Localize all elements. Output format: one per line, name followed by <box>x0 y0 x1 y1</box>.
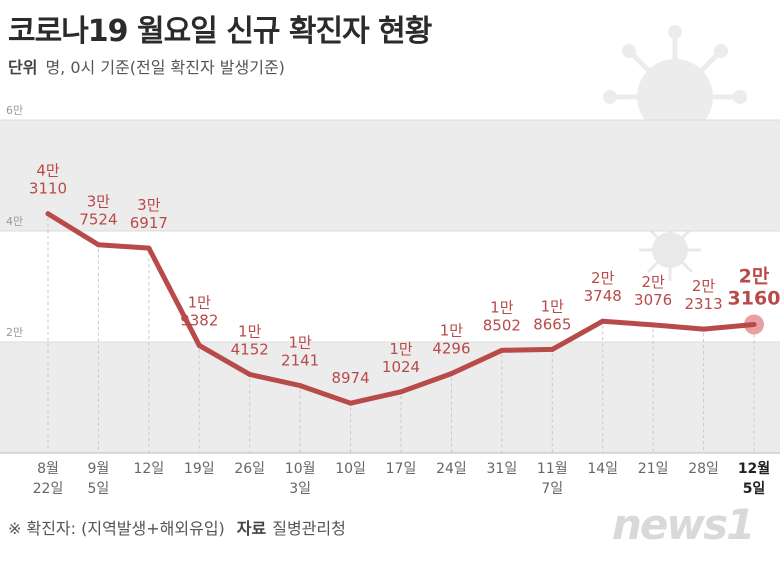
x-tick-label: 10일 <box>335 461 366 477</box>
data-label-value: 3076 <box>634 291 672 309</box>
data-label-value: 4296 <box>432 340 470 358</box>
data-point <box>701 326 707 332</box>
unit-note: 단위 명, 0시 기준(전일 확진자 발생기준) <box>8 54 285 78</box>
x-tick-label: 26일 <box>234 461 265 477</box>
data-point <box>297 383 303 389</box>
data-point <box>600 318 606 324</box>
x-tick-label: 21일 <box>638 461 669 477</box>
x-tick-label: 11월 <box>537 461 568 477</box>
footer-note: ※ 확진자: (지역발생+해외유입) 자료 질병관리청 <box>8 515 346 539</box>
data-label-unit: 1만 <box>490 298 514 316</box>
footnote: ※ 확진자: (지역발생+해외유입) <box>8 519 225 538</box>
x-tick-label: 14일 <box>587 461 618 477</box>
page-title: 코로나19 월요일 신규 확진자 현황 <box>8 14 432 49</box>
data-label-unit: 1만 <box>238 322 262 340</box>
data-point <box>196 342 202 348</box>
data-point <box>146 245 152 251</box>
data-label-value: 8974 <box>331 369 369 387</box>
data-point <box>95 242 101 248</box>
data-label-value: 4152 <box>231 340 269 358</box>
data-label-unit: 1만 <box>541 297 565 315</box>
news1-logo: news1 <box>612 500 755 549</box>
x-tick-label: 31일 <box>487 461 518 477</box>
y-tick-label: 4만 <box>6 215 23 228</box>
x-tick-label: 12일 <box>134 461 165 477</box>
x-tick-label: 22일 <box>33 481 64 497</box>
source-text: 질병관리청 <box>272 519 346 538</box>
data-label-unit: 1만 <box>440 322 464 340</box>
x-tick-label: 24일 <box>436 461 467 477</box>
x-tick-label: 8월 <box>37 461 59 477</box>
unit-label: 단위 <box>8 58 38 77</box>
x-tick-label: 9월 <box>88 461 110 477</box>
x-tick-label: 5일 <box>88 481 110 497</box>
source-label: 자료 <box>236 519 267 538</box>
data-label-value: 2141 <box>281 352 319 370</box>
data-point <box>448 371 454 377</box>
x-tick-label: 12월 <box>738 460 770 477</box>
band-0-20k <box>0 342 780 453</box>
data-label-unit: 2만 <box>692 277 716 295</box>
data-label-value: 2313 <box>684 295 722 313</box>
data-label-unit: 2만 <box>641 273 665 291</box>
data-label-unit: 1만 <box>389 340 413 358</box>
data-label-unit: 2만 <box>591 269 615 287</box>
data-point <box>499 347 505 353</box>
data-label-value: 8665 <box>533 315 571 333</box>
x-tick-label: 5일 <box>743 481 766 497</box>
data-label-unit: 3만 <box>137 196 161 214</box>
band-40k-60k <box>0 120 780 231</box>
data-label-value: 7524 <box>79 211 117 229</box>
data-label-value: 3110 <box>29 180 67 198</box>
data-label-value: 8502 <box>483 316 521 334</box>
y-tick-label: 6만 <box>6 104 23 117</box>
data-label-value: 9382 <box>180 311 218 329</box>
data-point <box>650 322 656 328</box>
data-label-unit: 1만 <box>188 293 212 311</box>
data-point <box>348 400 354 406</box>
data-point <box>751 321 757 327</box>
data-point <box>247 371 253 377</box>
x-tick-label: 17일 <box>386 461 417 477</box>
data-label-unit: 3만 <box>87 193 111 211</box>
x-tick-label: 19일 <box>184 461 215 477</box>
y-tick-label: 2만 <box>6 326 23 339</box>
data-label-value: 3160 <box>728 287 780 309</box>
data-label-value: 6917 <box>130 214 168 232</box>
data-label-unit: 4만 <box>36 162 60 180</box>
x-tick-label: 7일 <box>541 481 563 497</box>
x-tick-label: 3일 <box>289 481 311 497</box>
x-tick-label: 28일 <box>688 461 719 477</box>
unit-text: 명, 0시 기준(전일 확진자 발생기준) <box>45 58 285 77</box>
data-label-value: 3748 <box>584 287 622 305</box>
data-point <box>398 389 404 395</box>
data-point <box>45 211 51 217</box>
data-label-unit: 1만 <box>288 334 312 352</box>
x-tick-label: 10월 <box>285 461 316 477</box>
data-label-value: 1024 <box>382 358 420 376</box>
data-point <box>549 346 555 352</box>
data-label-unit: 2만 <box>739 265 770 287</box>
